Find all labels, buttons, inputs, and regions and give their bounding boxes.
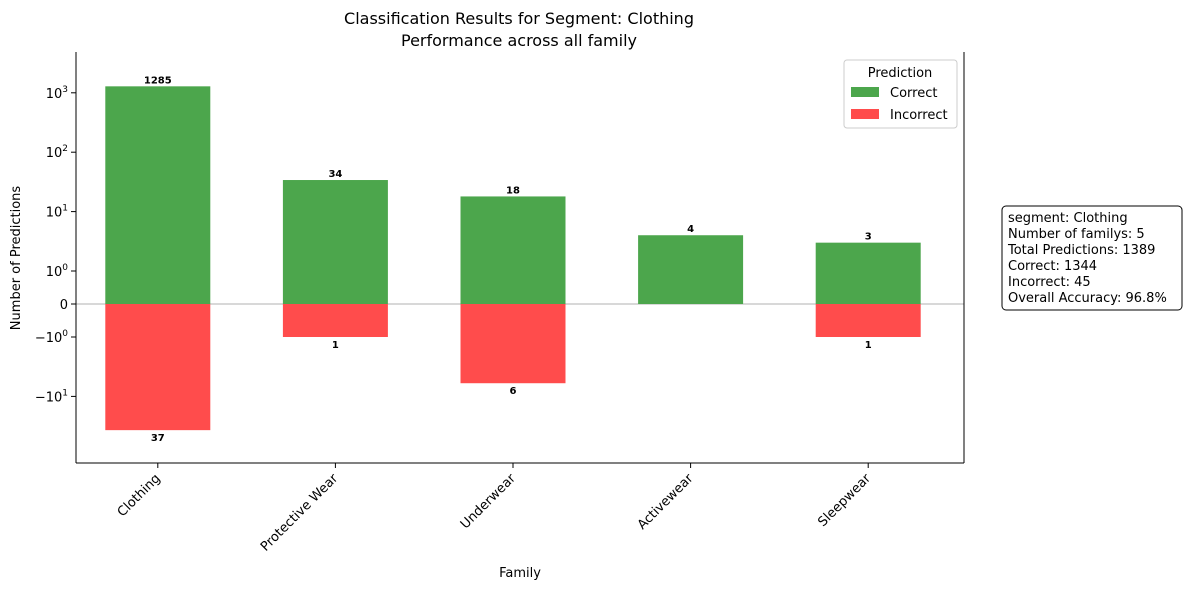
bar-correct-3: [638, 235, 744, 304]
plot-area: 1285 37 34 1 18 6 4 3 1: [76, 75, 964, 444]
x-tick-label-4: Sleepwear: [815, 471, 874, 530]
legend-swatch-correct: [851, 87, 879, 97]
info-line-total: Total Predictions: 1389: [1007, 243, 1155, 258]
data-label-incorrect-1: 1: [332, 340, 339, 351]
data-label-correct-1: 34: [328, 169, 342, 180]
data-label-correct-0: 1285: [144, 75, 172, 86]
y-tick-label-6: −101: [35, 388, 68, 405]
legend-label-correct: Correct: [890, 86, 937, 101]
bar-incorrect-0: [105, 304, 211, 431]
data-label-incorrect-0: 37: [151, 433, 165, 444]
data-label-incorrect-2: 6: [510, 386, 517, 397]
legend-title: Prediction: [868, 66, 933, 81]
info-box-frame: [1001, 205, 1183, 311]
data-label-incorrect-4: 1: [865, 340, 872, 351]
x-tick-label-2: Underwear: [458, 471, 519, 532]
info-line-segment: segment: Clothing: [1008, 211, 1128, 226]
y-tick-label-3: 100: [46, 263, 69, 280]
data-label-correct-2: 18: [506, 185, 520, 196]
bar-incorrect-2: [460, 304, 566, 384]
chart-subtitle: Performance across all family: [401, 31, 637, 50]
x-tick-label-3: Activewear: [635, 471, 697, 533]
info-line-families: Number of familys: 5: [1008, 227, 1145, 242]
bar-incorrect-1: [282, 304, 388, 337]
legend-label-incorrect: Incorrect: [890, 108, 948, 123]
y-tick-label-1: 102: [46, 144, 68, 161]
info-box: segment: Clothing Number of familys: 5 T…: [1001, 205, 1183, 311]
y-tick-label-5: −100: [35, 329, 68, 346]
info-line-accuracy: Overall Accuracy: 96.8%: [1008, 291, 1167, 306]
x-axis-label: Family: [499, 566, 541, 581]
chart-title: Classification Results for Segment: Clot…: [344, 9, 694, 28]
y-tick-label-0: 103: [46, 85, 68, 102]
data-label-correct-4: 3: [865, 232, 872, 243]
data-label-correct-3: 4: [687, 224, 694, 235]
bar-correct-1: [282, 180, 388, 304]
y-axis-label: Number of Predictions: [9, 186, 24, 331]
legend: Prediction Correct Incorrect: [843, 59, 958, 129]
bar-incorrect-4: [815, 304, 921, 337]
bar-correct-4: [815, 242, 921, 304]
info-line-correct: Correct: 1344: [1008, 259, 1097, 274]
y-tick-label-2: 101: [46, 204, 68, 221]
y-tick-label-4: 0: [60, 298, 68, 313]
x-tick-label-0: Clothing: [115, 471, 164, 520]
x-tick-label-1: Protective Wear: [258, 471, 342, 555]
legend-swatch-incorrect: [851, 109, 879, 119]
info-line-incorrect: Incorrect: 45: [1008, 275, 1091, 290]
bar-correct-0: [105, 86, 211, 305]
bar-correct-2: [460, 196, 566, 304]
